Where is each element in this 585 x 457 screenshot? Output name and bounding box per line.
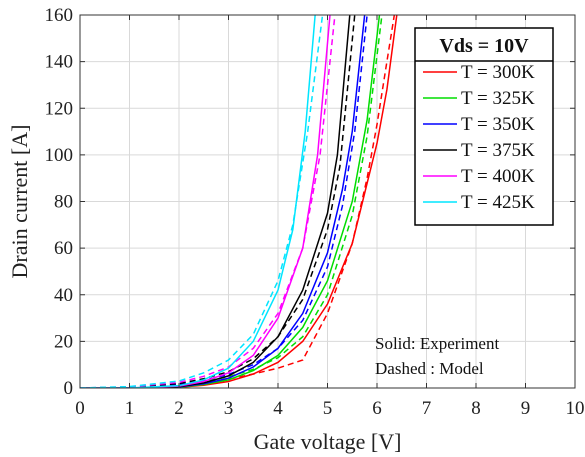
y-tick-label: 80 (54, 192, 73, 213)
y-tick-label: 140 (45, 52, 74, 73)
legend-entry-t-375k: T = 375K (461, 140, 535, 161)
x-tick-label: 7 (422, 398, 432, 419)
y-tick-label: 40 (54, 285, 73, 306)
series-model-t-425k (80, 15, 324, 388)
series-model-t-375k (80, 15, 356, 388)
y-tick-label: 60 (54, 238, 73, 259)
legend: Vds = 10V T = 300K T = 325K T = 350K T = 37… (414, 27, 554, 226)
x-axis-title: Gate voltage [V] (254, 429, 402, 454)
series-group (80, 15, 398, 388)
x-tick-label: 10 (566, 398, 585, 419)
legend-entry-t-350k: T = 350K (461, 114, 535, 135)
legend-entry-t-400k: T = 400K (461, 166, 535, 187)
x-tick-label: 5 (323, 398, 333, 419)
legend-entries: T = 300K T = 325K T = 350K T = 375K T = 400K… (423, 62, 535, 213)
legend-title: Vds = 10V (439, 35, 529, 57)
series-model-t-400k (80, 15, 336, 388)
y-tick-label: 20 (54, 331, 73, 352)
series-experiment-t-425k (80, 15, 316, 388)
legend-entry-t-300k: T = 300K (461, 62, 535, 83)
y-tick-label: 0 (64, 378, 74, 399)
y-tick-label: 160 (45, 5, 74, 26)
x-tick-label: 8 (471, 398, 481, 419)
annotation-solid: Solid: Experiment (375, 334, 499, 353)
annotation-dashed: Dashed : Model (375, 359, 484, 378)
legend-entry-t-325k: T = 325K (461, 88, 535, 109)
x-tick-label: 4 (273, 398, 283, 419)
y-tick-label: 120 (45, 98, 74, 119)
x-tick-label: 6 (372, 398, 382, 419)
legend-entry-t-425k: T = 425K (461, 192, 535, 213)
x-tick-label: 1 (125, 398, 135, 419)
y-axis-title: Drain current [A] (7, 125, 32, 279)
x-tick-label: 3 (224, 398, 234, 419)
x-tick-label: 2 (174, 398, 184, 419)
x-tick-label: 9 (521, 398, 531, 419)
x-tick-label: 0 (75, 398, 85, 419)
y-tick-label: 100 (45, 145, 74, 166)
